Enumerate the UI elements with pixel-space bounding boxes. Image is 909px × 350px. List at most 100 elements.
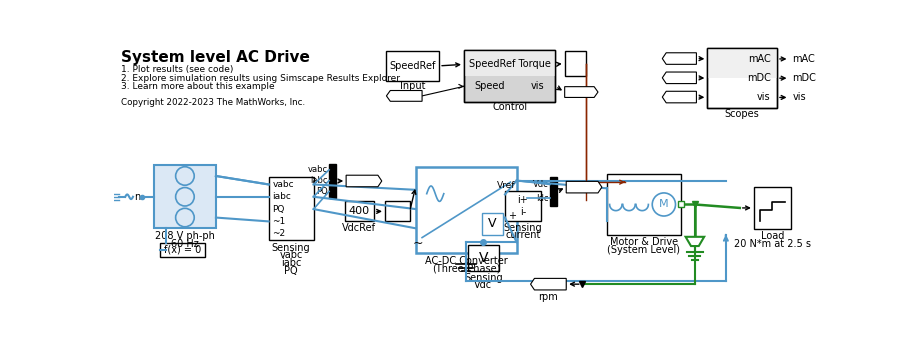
Text: 1. Plot results (see code): 1. Plot results (see code) bbox=[122, 65, 234, 74]
Text: iabc: iabc bbox=[273, 192, 292, 201]
Text: (Three-Phase): (Three-Phase) bbox=[432, 264, 501, 273]
Polygon shape bbox=[566, 181, 602, 193]
Bar bbox=[416, 167, 516, 253]
Text: Sensing: Sensing bbox=[272, 243, 310, 253]
Text: [mAC]: [mAC] bbox=[668, 54, 694, 63]
Text: Input: Input bbox=[400, 81, 425, 91]
Text: 60 Hz: 60 Hz bbox=[171, 239, 199, 249]
Text: (System Level): (System Level) bbox=[607, 245, 680, 255]
Bar bbox=[505, 191, 541, 222]
Bar bbox=[269, 177, 314, 240]
Text: PQ: PQ bbox=[285, 266, 298, 276]
Polygon shape bbox=[685, 237, 704, 246]
Text: current: current bbox=[505, 230, 541, 240]
Text: vis: vis bbox=[793, 92, 806, 103]
Text: Copyright 2022-2023 The MathWorks, Inc.: Copyright 2022-2023 The MathWorks, Inc. bbox=[122, 98, 305, 107]
Text: PQ: PQ bbox=[273, 205, 285, 214]
Text: 2. Explore simulation results using Simscape Results Explorer: 2. Explore simulation results using Sims… bbox=[122, 74, 400, 83]
Text: mDC: mDC bbox=[793, 73, 816, 83]
Bar bbox=[564, 51, 586, 76]
Polygon shape bbox=[564, 87, 598, 97]
Circle shape bbox=[653, 193, 675, 216]
Text: mDC: mDC bbox=[747, 73, 771, 83]
Text: M: M bbox=[659, 199, 669, 209]
Text: V: V bbox=[488, 217, 497, 230]
Text: i+: i+ bbox=[517, 195, 528, 205]
Text: [mDC]: [mDC] bbox=[568, 183, 596, 192]
Text: Sensing: Sensing bbox=[464, 273, 503, 282]
Text: ~2: ~2 bbox=[273, 229, 285, 238]
Text: -: - bbox=[510, 233, 514, 243]
Polygon shape bbox=[386, 91, 422, 101]
Text: AC-DC Converter: AC-DC Converter bbox=[425, 256, 507, 266]
Text: [vis]: [vis] bbox=[672, 92, 691, 102]
Text: mAC: mAC bbox=[748, 54, 771, 64]
Text: 208 V ph-ph: 208 V ph-ph bbox=[155, 231, 215, 241]
Text: n: n bbox=[134, 192, 140, 202]
Text: SpeedRef Torque: SpeedRef Torque bbox=[469, 60, 551, 69]
Text: i-: i- bbox=[520, 207, 526, 217]
Text: vabc: vabc bbox=[279, 250, 303, 260]
Bar bbox=[707, 48, 777, 108]
Bar bbox=[464, 50, 555, 102]
Bar bbox=[550, 177, 557, 206]
Text: SpeedRef: SpeedRef bbox=[390, 61, 436, 71]
Text: Vref: Vref bbox=[496, 182, 515, 190]
Bar bbox=[482, 213, 504, 234]
Text: Idc: Idc bbox=[536, 194, 548, 203]
Bar bbox=[385, 201, 410, 222]
Text: iabc: iabc bbox=[281, 258, 301, 268]
Bar bbox=[468, 245, 499, 271]
Text: Scopes: Scopes bbox=[724, 108, 760, 119]
Text: 3. Learn more about this example: 3. Learn more about this example bbox=[122, 82, 275, 91]
Polygon shape bbox=[346, 175, 382, 187]
Text: rpm: rpm bbox=[538, 292, 558, 302]
Text: vabc: vabc bbox=[307, 165, 327, 174]
Text: ~: ~ bbox=[413, 237, 424, 250]
Text: VdcRef: VdcRef bbox=[343, 223, 376, 233]
Polygon shape bbox=[531, 278, 566, 290]
Text: vis: vis bbox=[757, 92, 771, 103]
Bar bbox=[329, 164, 336, 198]
Bar bbox=[160, 243, 205, 257]
Circle shape bbox=[175, 167, 195, 185]
Text: 400: 400 bbox=[349, 206, 370, 216]
Circle shape bbox=[175, 208, 195, 227]
Polygon shape bbox=[663, 91, 696, 103]
Text: [speed]: [speed] bbox=[534, 280, 567, 289]
Bar bbox=[464, 50, 555, 76]
Text: Sensing: Sensing bbox=[504, 223, 542, 233]
Polygon shape bbox=[663, 72, 696, 84]
Text: PQ: PQ bbox=[315, 187, 327, 196]
Text: mAC: mAC bbox=[793, 54, 815, 64]
Text: V: V bbox=[478, 251, 488, 265]
Polygon shape bbox=[663, 53, 696, 64]
Bar bbox=[345, 201, 374, 222]
Text: Motor & Drive: Motor & Drive bbox=[610, 237, 678, 247]
Text: [speed]: [speed] bbox=[390, 91, 423, 100]
Bar bbox=[707, 48, 777, 78]
Bar bbox=[606, 174, 681, 235]
Circle shape bbox=[175, 188, 195, 206]
Text: [mAC]: [mAC] bbox=[348, 176, 375, 186]
Text: Speed: Speed bbox=[474, 81, 505, 91]
Text: Vdc: Vdc bbox=[533, 180, 548, 189]
Bar bbox=[464, 50, 555, 102]
Bar bbox=[154, 165, 216, 228]
Text: System level AC Drive: System level AC Drive bbox=[122, 50, 310, 65]
Text: vabc: vabc bbox=[273, 180, 295, 189]
Text: iabc: iabc bbox=[310, 176, 327, 185]
Text: [mDC]: [mDC] bbox=[667, 73, 695, 82]
Bar bbox=[707, 48, 777, 108]
Text: 20 N*m at 2.5 s: 20 N*m at 2.5 s bbox=[734, 239, 811, 249]
Bar bbox=[754, 187, 791, 229]
Text: f(x) = 0: f(x) = 0 bbox=[164, 245, 201, 255]
Text: vis: vis bbox=[531, 81, 544, 91]
Text: [vis]: [vis] bbox=[570, 88, 589, 97]
Text: ~1: ~1 bbox=[273, 217, 285, 226]
Text: Vdc: Vdc bbox=[474, 280, 493, 289]
Bar bbox=[386, 51, 439, 80]
Text: +: + bbox=[508, 211, 516, 221]
Text: Load: Load bbox=[761, 231, 784, 241]
Text: Control: Control bbox=[492, 103, 527, 112]
